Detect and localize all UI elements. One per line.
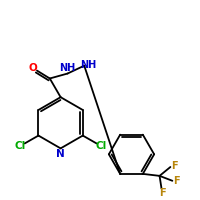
- Text: F: F: [171, 161, 178, 171]
- Text: Cl: Cl: [15, 141, 26, 151]
- Text: Cl: Cl: [95, 141, 107, 151]
- Text: N: N: [56, 149, 65, 159]
- Text: O: O: [28, 63, 37, 73]
- Text: NH: NH: [59, 63, 76, 73]
- Text: F: F: [173, 176, 180, 186]
- Text: NH: NH: [80, 60, 96, 70]
- Text: F: F: [159, 188, 166, 198]
